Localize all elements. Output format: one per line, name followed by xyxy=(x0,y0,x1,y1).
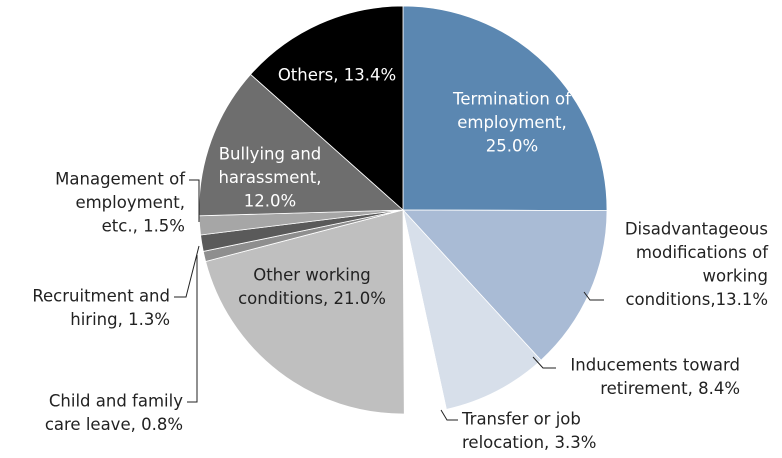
pie-slice xyxy=(250,5,404,211)
label-line: employment, xyxy=(75,193,185,212)
label-line: Disadvantageous xyxy=(625,220,768,239)
label-line: relocation, 3.3% xyxy=(462,433,596,452)
slice-label: Transfer or job relocation, 3.3% xyxy=(461,410,596,453)
label-line: 25.0% xyxy=(486,137,538,156)
label-line: Recruitment and xyxy=(32,287,170,306)
label-line: Inducements toward xyxy=(570,356,740,375)
leader-line xyxy=(532,356,556,369)
label-line: Management of xyxy=(55,170,186,189)
label-line: hiring, 1.3% xyxy=(70,310,170,329)
pie-slice xyxy=(205,209,405,415)
label-line: modifications of xyxy=(636,243,769,262)
label-line: Transfer or job xyxy=(461,410,581,429)
label-line: etc., 1.5% xyxy=(102,217,185,236)
slice-label: Others, 13.4% xyxy=(278,66,396,85)
label-line: conditions,13.1% xyxy=(625,290,768,309)
label-line: conditions, 21.0% xyxy=(238,289,386,308)
label-line: Other working xyxy=(253,266,371,285)
label-line: Child and family xyxy=(49,392,183,411)
label-line: care leave, 0.8% xyxy=(45,415,183,434)
slice-label: Recruitment and hiring, 1.3% xyxy=(32,287,170,330)
slice-label: Child and family care leave, 0.8% xyxy=(45,392,183,435)
pie-slice xyxy=(402,5,608,212)
slice-label: Disadvantageous modifications of working co… xyxy=(625,220,769,310)
leader-line xyxy=(583,291,604,301)
leader-line xyxy=(187,255,198,403)
label-line: employment, xyxy=(457,113,567,132)
slice-label: Inducements toward retirement, 8.4% xyxy=(570,356,740,399)
pie-slice xyxy=(402,209,608,361)
leader-line xyxy=(440,409,458,421)
slice-label: Termination of employment, 25.0% xyxy=(452,90,572,156)
label-line: 12.0% xyxy=(244,192,296,211)
label-line: Others, 13.4% xyxy=(278,66,396,85)
label-line: working xyxy=(703,267,768,286)
slice-label: Bullying and harassment, 12.0% xyxy=(218,145,321,211)
label-line: Termination of xyxy=(452,90,572,109)
label-line: harassment, xyxy=(218,168,321,187)
leader-line xyxy=(189,179,200,222)
label-line: retirement, 8.4% xyxy=(600,379,740,398)
slice-label: Management of employment, etc., 1.5% xyxy=(55,170,186,236)
label-line: Bullying and xyxy=(219,145,322,164)
leader-line xyxy=(174,245,200,298)
slice-label: Other working conditions, 21.0% xyxy=(238,266,386,309)
